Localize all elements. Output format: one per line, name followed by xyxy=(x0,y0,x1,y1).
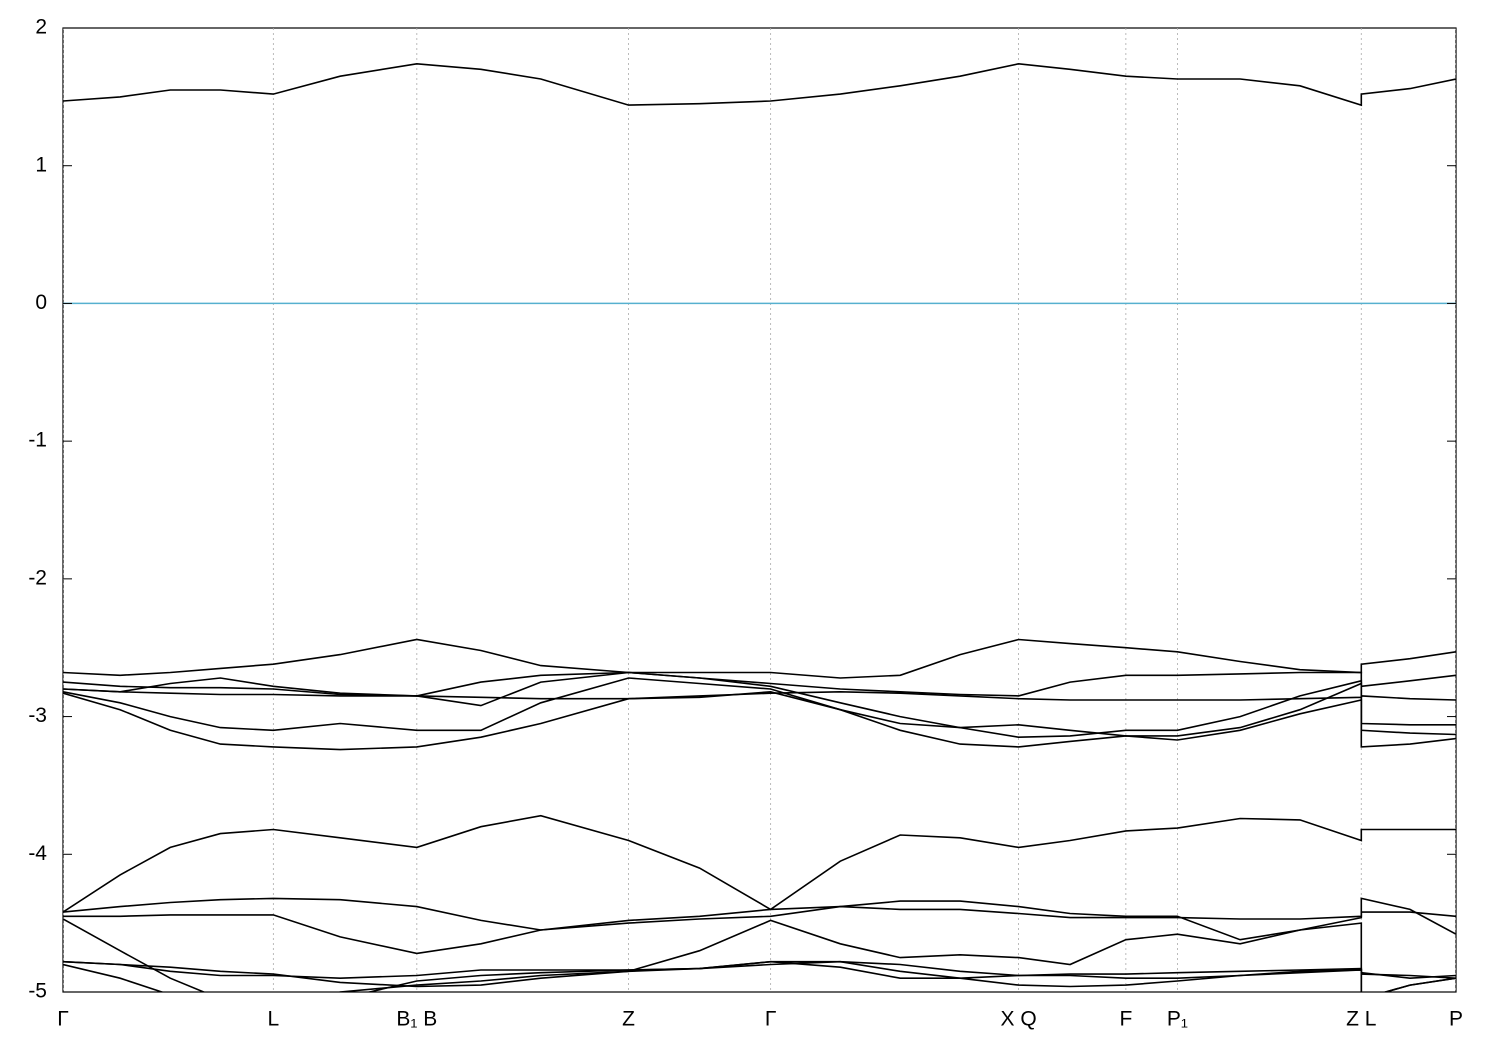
x-tick-label: Γ xyxy=(57,1008,69,1031)
x-tick-label: Z xyxy=(622,1008,635,1031)
x-tick-label: L xyxy=(267,1008,279,1031)
y-tick-label: -3 xyxy=(28,704,47,727)
x-tick-label: B₁ B xyxy=(396,1008,437,1031)
x-tick-label: X Q xyxy=(1001,1008,1037,1031)
y-tick-label: -5 xyxy=(28,980,47,1003)
y-tick-label: 2 xyxy=(35,16,47,39)
band-line xyxy=(63,960,1456,988)
band-line xyxy=(63,638,1456,679)
x-tick-label: F xyxy=(1119,1008,1132,1031)
band-line xyxy=(63,905,1456,955)
plot-frame xyxy=(62,27,1457,993)
band-line xyxy=(63,814,1456,913)
y-tick-label: -4 xyxy=(28,842,47,865)
band-line xyxy=(63,918,1456,992)
x-tick-label: Z L xyxy=(1346,1008,1376,1031)
band-line xyxy=(63,62,1456,107)
band-line xyxy=(63,690,1456,751)
band-line xyxy=(63,671,1456,697)
band-line xyxy=(63,960,1456,992)
x-tick-label: Γ xyxy=(765,1008,777,1031)
x-tick-label: P xyxy=(1449,1008,1463,1031)
plot-area xyxy=(63,28,1456,992)
band-line xyxy=(63,919,1456,992)
band-line xyxy=(63,688,1456,701)
y-tick-label: -2 xyxy=(28,566,47,589)
band-line xyxy=(63,671,1456,739)
y-tick-label: 1 xyxy=(35,153,47,176)
x-tick-label: P₁ xyxy=(1167,1008,1188,1031)
y-tick-label: -1 xyxy=(28,429,47,452)
y-tick-label: 0 xyxy=(35,291,47,314)
